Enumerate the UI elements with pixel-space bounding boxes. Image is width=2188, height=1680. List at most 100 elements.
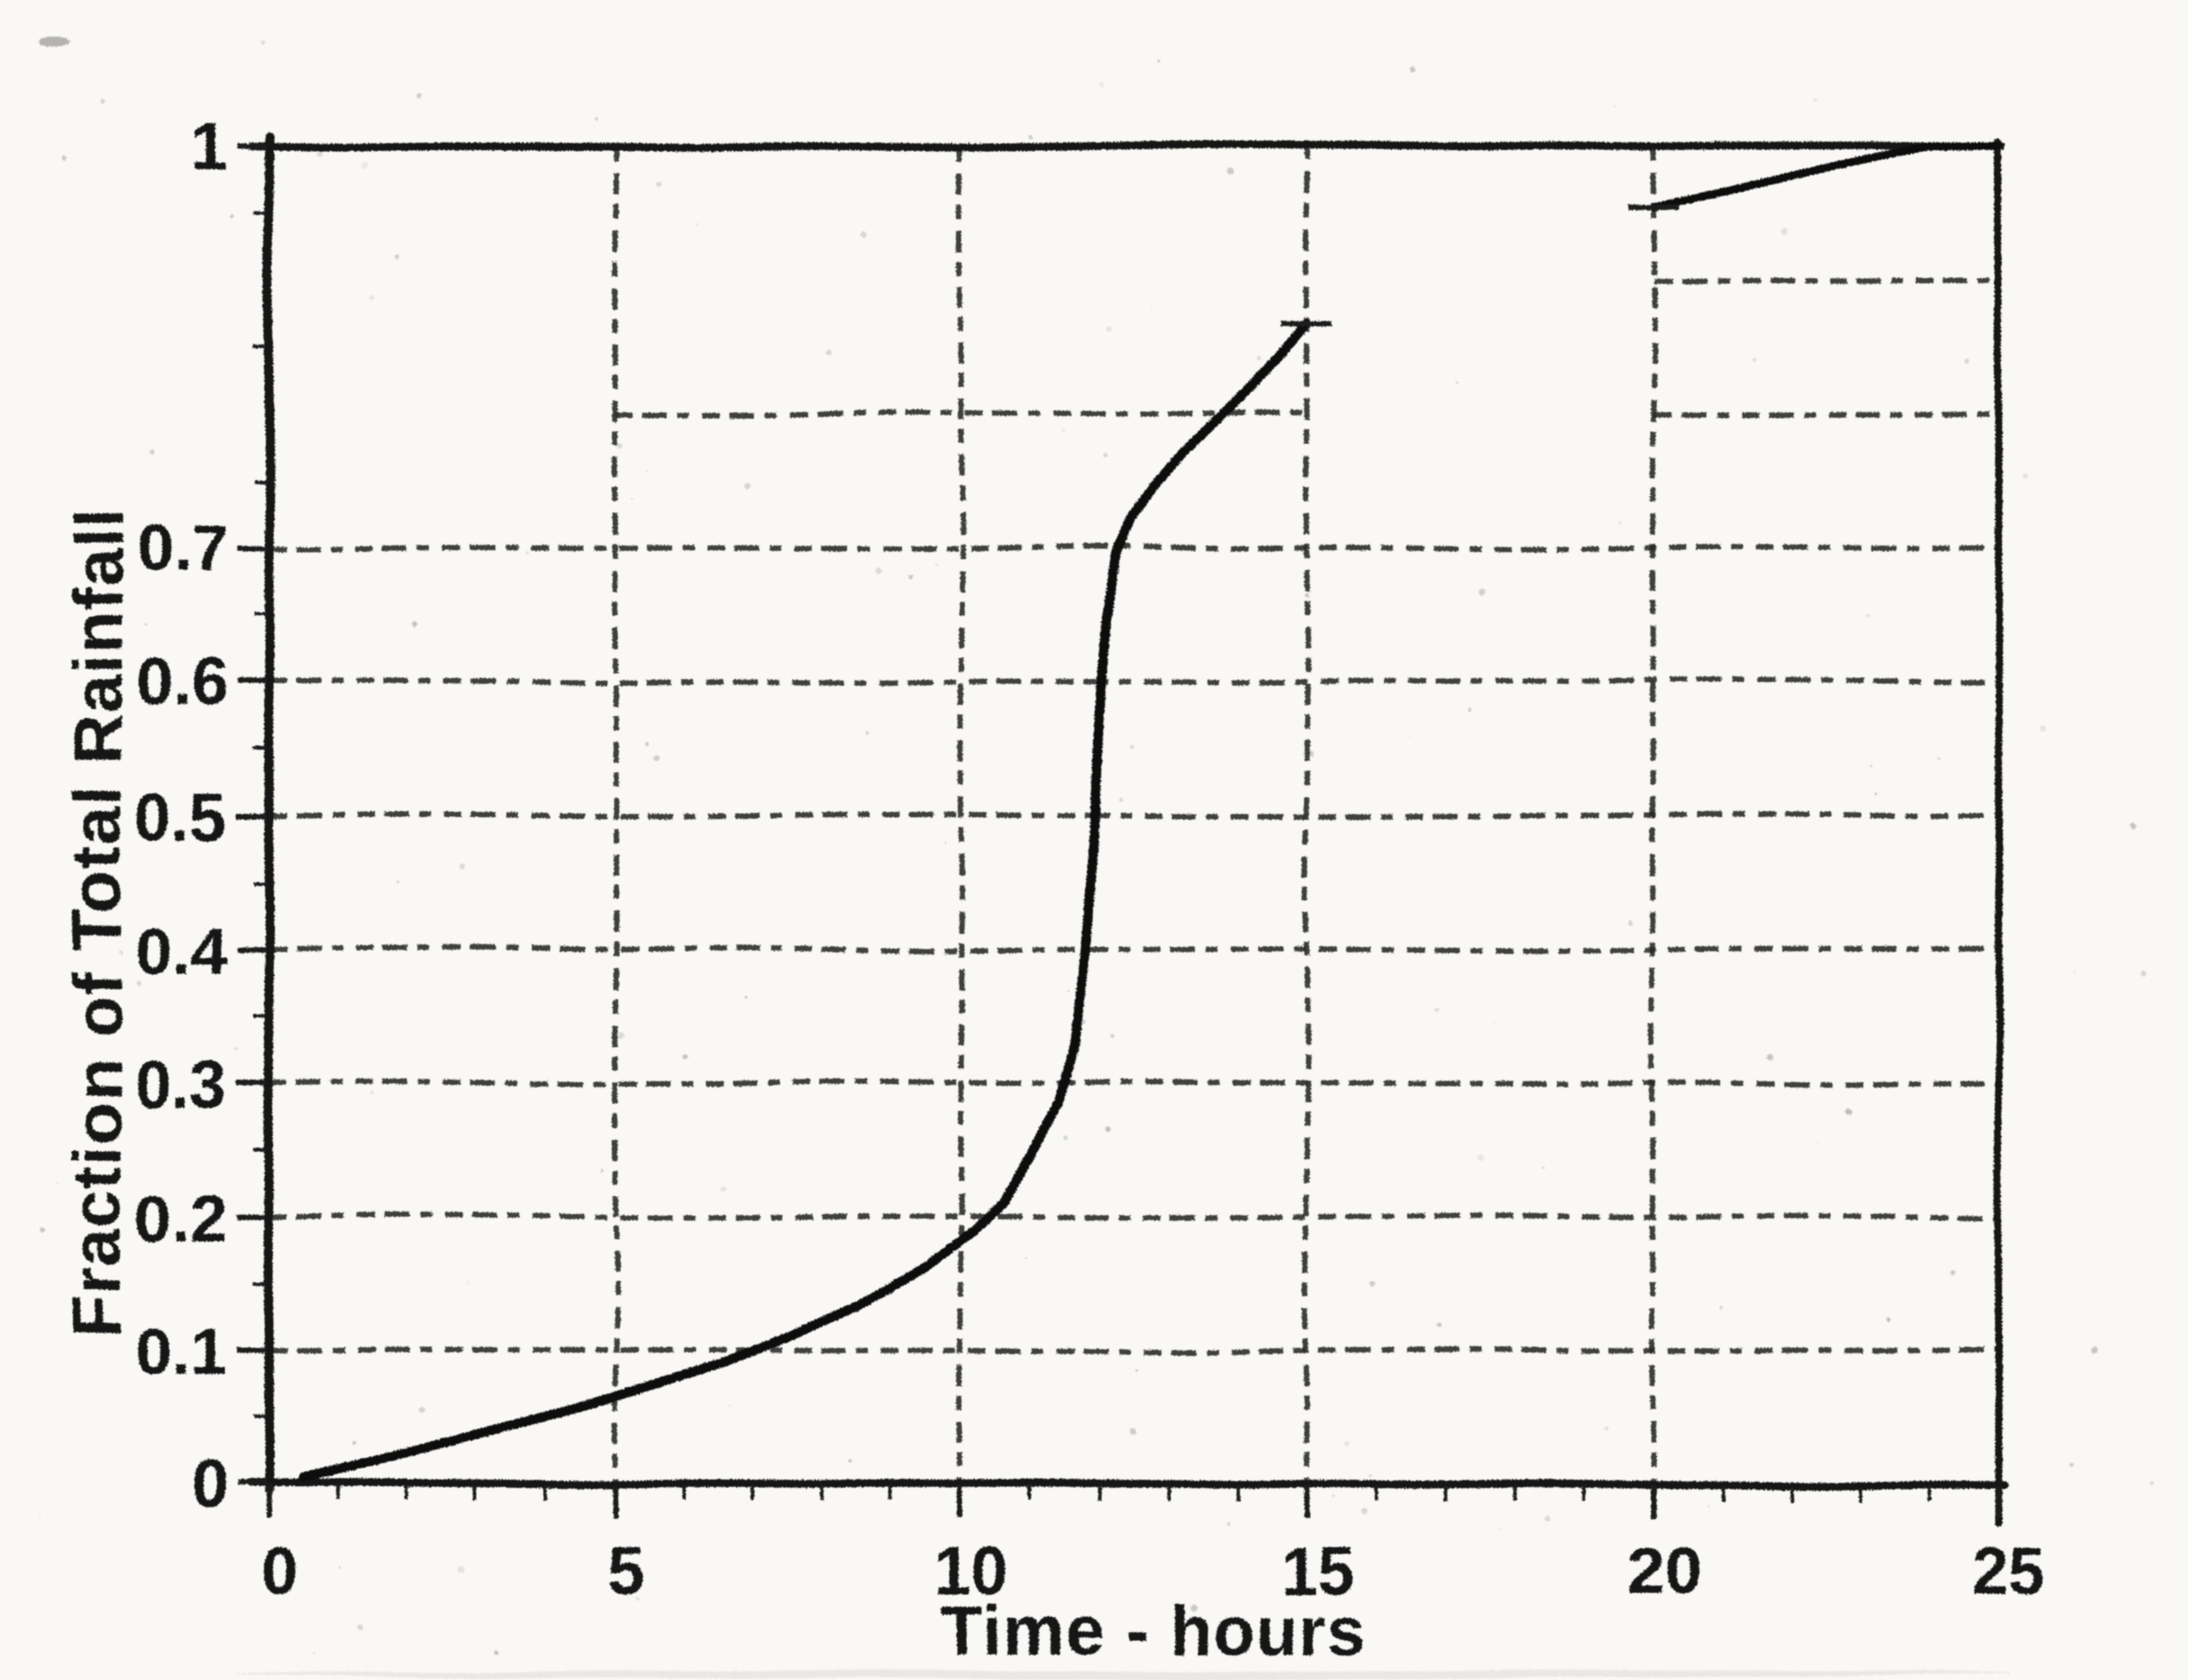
scan-speck bbox=[2022, 472, 2028, 478]
scan-speck bbox=[63, 156, 69, 161]
scan-speck bbox=[1030, 135, 1035, 140]
y-tick-label-0: 0 bbox=[191, 1448, 228, 1522]
x-axis-title: Time - hours bbox=[941, 1591, 1365, 1668]
scan-speck bbox=[361, 161, 368, 168]
scan-speck bbox=[2068, 1461, 2073, 1466]
x-tick-label-20: 20 bbox=[1627, 1534, 1701, 1608]
scan-speck bbox=[1545, 1515, 1551, 1521]
scan-speck bbox=[644, 740, 649, 745]
scan-speck bbox=[459, 866, 465, 872]
y-tick-label-1: 1 bbox=[191, 111, 228, 184]
scan-speck bbox=[459, 1566, 466, 1574]
scan-speck bbox=[333, 465, 335, 468]
scan-speck bbox=[1158, 61, 1160, 63]
scan-speck bbox=[744, 482, 750, 488]
y-tick-label-0.2: 0.2 bbox=[135, 1181, 228, 1255]
scan-speck bbox=[1305, 593, 1309, 597]
y-tick-label-0.6: 0.6 bbox=[135, 646, 228, 720]
scan-speck bbox=[1360, 1509, 1367, 1516]
y-tick-label-0.1: 0.1 bbox=[135, 1315, 228, 1388]
scan-speck bbox=[1814, 99, 1818, 104]
scan-speck bbox=[635, 1596, 640, 1601]
scan-speck bbox=[41, 1227, 47, 1233]
scan-speck bbox=[93, 576, 96, 580]
scan-speck bbox=[231, 215, 234, 219]
scan-speck bbox=[372, 296, 377, 301]
scan-speck bbox=[826, 351, 831, 357]
scan-speck bbox=[694, 221, 698, 225]
scan-speck bbox=[1118, 797, 1123, 802]
scan-speck bbox=[137, 980, 141, 985]
scan-speck bbox=[1224, 1622, 1226, 1624]
scan-smudge bbox=[41, 36, 72, 47]
scan-speck bbox=[1371, 1283, 1377, 1289]
x-tick-label-25: 25 bbox=[1973, 1534, 2047, 1608]
scan-speck bbox=[866, 730, 871, 734]
plot-border-layer bbox=[246, 132, 2009, 1527]
scan-speck bbox=[1467, 708, 1471, 713]
scan-speck bbox=[861, 230, 868, 237]
scan-speck bbox=[1137, 1368, 1139, 1370]
scan-speck bbox=[143, 625, 147, 629]
scan-speck bbox=[418, 1406, 425, 1413]
scan-speck bbox=[1477, 1154, 1484, 1161]
scan-speck bbox=[1099, 82, 1105, 88]
scan-speck bbox=[631, 499, 633, 501]
scan-speck bbox=[260, 42, 263, 46]
scan-speck bbox=[1437, 1325, 1442, 1329]
scan-speck bbox=[339, 1567, 342, 1569]
scan-speck bbox=[646, 469, 649, 472]
scan-speck bbox=[1885, 1318, 1889, 1322]
y-tick-label-0.5: 0.5 bbox=[135, 779, 228, 853]
scan-speck bbox=[396, 882, 400, 885]
scan-speck bbox=[1721, 1306, 1724, 1310]
scan-speck bbox=[1627, 918, 1633, 924]
scan-speck bbox=[617, 442, 623, 448]
scan-speck bbox=[1105, 1127, 1111, 1133]
scan-speck bbox=[1705, 1504, 1707, 1506]
scan-speck bbox=[1110, 1034, 1115, 1039]
scan-speck bbox=[1750, 358, 1754, 362]
scan-speck bbox=[235, 1047, 239, 1051]
scan-speck bbox=[600, 1167, 604, 1170]
y-tick-label-0.3: 0.3 bbox=[135, 1047, 228, 1121]
y-tick-label-0.7: 0.7 bbox=[135, 512, 228, 586]
scan-speck bbox=[593, 118, 597, 121]
scan-speck bbox=[1603, 1427, 1607, 1432]
scan-speck bbox=[413, 621, 419, 627]
scan-speck bbox=[360, 1624, 365, 1630]
scan-speck bbox=[1063, 1137, 1068, 1141]
scan-speck bbox=[547, 1077, 551, 1081]
scan-speck bbox=[1558, 868, 1561, 870]
scan-speck bbox=[873, 567, 881, 574]
scan-speck bbox=[2072, 970, 2075, 973]
scan-speck bbox=[314, 1652, 318, 1655]
curve-layer bbox=[299, 143, 2003, 1484]
scan-speck bbox=[2140, 970, 2147, 977]
scan-speck bbox=[1129, 1428, 1137, 1435]
cumulative-rainfall-fraction bbox=[299, 318, 1312, 1484]
scan-speck bbox=[1226, 1522, 1231, 1526]
scan-speck bbox=[1869, 766, 1872, 768]
scan-speck bbox=[944, 843, 946, 845]
scan-speck bbox=[1540, 1166, 1544, 1170]
scan-speck bbox=[727, 1405, 730, 1407]
scan-speck bbox=[1344, 1441, 1349, 1447]
late-storm-tail bbox=[1649, 143, 2003, 211]
scan-speck bbox=[464, 1282, 468, 1286]
scan-speck bbox=[1455, 380, 1458, 382]
scan-speck bbox=[1228, 170, 1235, 177]
scan-speck bbox=[1060, 430, 1064, 435]
scan-speck bbox=[682, 1053, 688, 1059]
scan-speck bbox=[850, 1459, 853, 1463]
grid-layer bbox=[269, 147, 1999, 1484]
scan-speck bbox=[743, 996, 747, 1000]
scan-speck bbox=[1844, 1106, 1851, 1113]
scan-speck bbox=[1410, 67, 1416, 73]
tick-mark-layer bbox=[237, 144, 2002, 1519]
scan-speck bbox=[1619, 520, 1622, 524]
scan-speck bbox=[1082, 1019, 1086, 1024]
scan-speck bbox=[1875, 792, 1878, 796]
scan-speck bbox=[372, 1092, 376, 1096]
